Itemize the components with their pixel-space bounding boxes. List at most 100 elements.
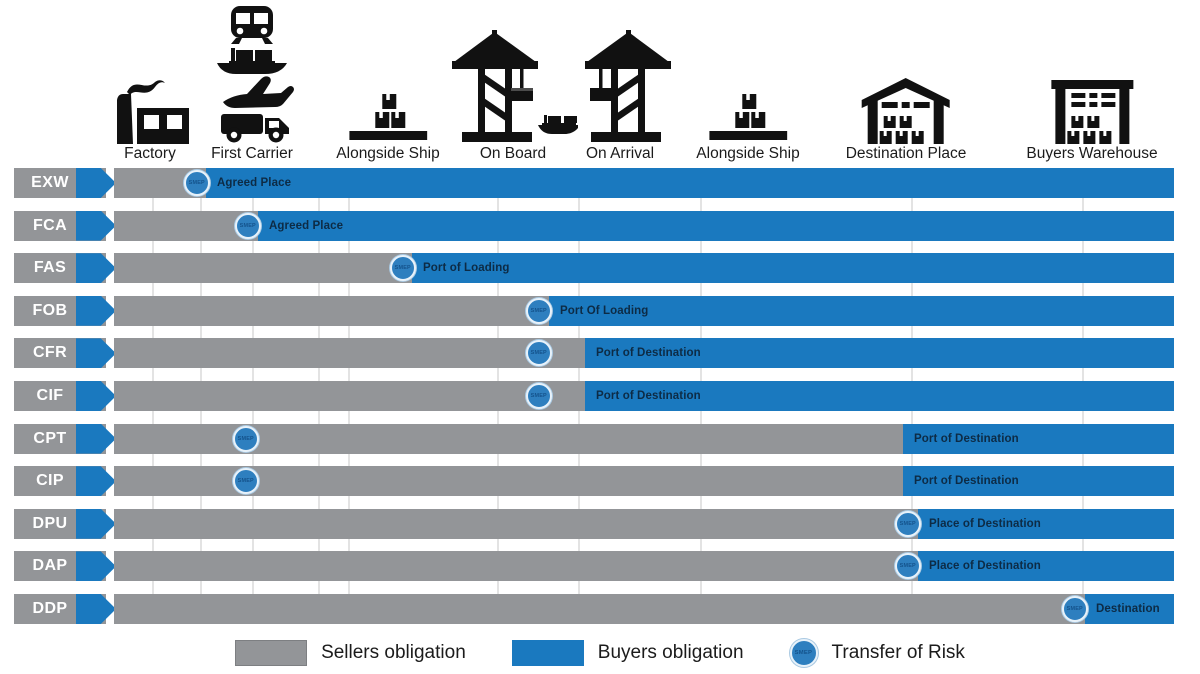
incoterm-tag-fca[interactable]: FCA [14,210,116,241]
risk-marker-text: SMEP [1066,605,1084,613]
incoterm-code-label: DPU [32,514,68,532]
column-header-first-carrier: First Carrier [203,4,301,163]
incoterm-tag-cif[interactable]: CIF [14,381,116,411]
sellers-obligation-bar [114,295,549,326]
buyers-obligation-bar [585,381,1174,411]
location-note: Port of Destination [914,475,1019,488]
location-note: Port of Destination [596,347,701,360]
incoterm-tag-cfr[interactable]: CFR [14,338,116,369]
risk-marker-text: SMEP [899,520,917,527]
first-carrier-icon [203,4,301,144]
incoterm-code-label: CIF [36,387,64,404]
risk-marker-text: SMEP [530,307,548,314]
buyers-obligation-bar [412,253,1174,284]
incoterm-row-fca: FCA Agreed Place SMEP [0,210,1200,241]
transfer-of-risk-marker[interactable]: SMEP [526,297,552,324]
incoterm-code-label: DDP [32,600,68,617]
location-note: Port Of Loading [560,304,649,317]
location-note: Agreed Place [217,177,292,189]
incoterm-row-fas: FAS Port of Loading SMEP [0,253,1200,284]
incoterm-code-label: CIP [36,472,64,490]
transfer-of-risk-marker[interactable]: SMEP [184,170,210,196]
column-header-buyers-warehouse: Buyers Warehouse [1026,4,1158,163]
buyers-warehouse-icon [1051,80,1133,144]
location-note: Place of Destination [929,560,1041,573]
legend-label: Buyers obligation [597,642,744,663]
sellers-obligation-bar [114,508,918,539]
first-carrier-icon [217,6,294,143]
risk-marker-text: SMEP [239,222,257,229]
column-label: Buyers Warehouse [1026,145,1158,162]
on-arrival-crane-icon [585,30,671,142]
sellers-obligation-bar [114,210,258,241]
incoterm-tag-ddp[interactable]: DDP [14,594,116,624]
legend: Sellers obligation Buyers obligation SMEP T… [0,632,1200,674]
sellers-obligation-swatch [235,640,308,666]
destination-place-icon [846,4,967,144]
risk-marker-text: SMEP [530,350,548,357]
sellers-obligation-bar [114,253,412,284]
incoterm-tag-dpu[interactable]: DPU [14,508,116,539]
incoterm-row-cif: CIF Port of Destination SMEP [0,381,1200,411]
transfer-of-risk-marker[interactable]: SMEP [390,255,416,282]
location-note: Place of Destination [929,517,1041,530]
incoterm-row-dpu: DPU Place of Destination SMEP [0,508,1200,539]
sellers-obligation-bar [114,381,585,411]
transfer-of-risk-icon: SMEP [789,639,818,667]
alongside-ship-icon [336,4,439,144]
incoterm-tag-cpt[interactable]: CPT [14,423,116,454]
buyers-obligation-bar [903,466,1174,497]
column-header-alongside-ship: Alongside Ship [336,4,440,163]
legend-item-sellers-obligation: Sellers obligation [235,640,466,666]
transfer-of-risk-marker[interactable]: SMEP [895,553,921,580]
column-label: Factory [124,145,176,162]
incoterm-row-cfr: CFR Port of Destination SMEP [0,338,1200,369]
alongside-ship-icon [696,4,799,144]
column-label: Alongside Ship [696,145,800,162]
legend-item-buyers-obligation: Buyers obligation [511,640,744,666]
on-board-crane-icon [448,4,578,144]
location-note: Port of Destination [596,390,701,402]
incoterm-tag-cip[interactable]: CIP [14,466,116,497]
incoterm-code-label: EXW [31,174,69,191]
risk-marker-text: SMEP [188,179,206,187]
incoterm-row-cip: CIP Port of Destination SMEP [0,466,1200,497]
incoterm-tag-dap[interactable]: DAP [14,551,116,582]
transfer-of-risk-marker[interactable]: SMEP [526,340,552,367]
sellers-obligation-bar [114,594,1085,624]
buyers-obligation-swatch [511,640,584,666]
risk-marker-text: SMEP [899,563,917,570]
location-note: Destination [1096,603,1160,615]
factory-icon [117,80,189,144]
column-header-alongside-ship: Alongside Ship [696,4,800,163]
legend-label: Sellers obligation [321,642,466,663]
incoterm-row-cpt: CPT Port of Destination SMEP [0,423,1200,454]
incoterm-tag-fob[interactable]: FOB [14,295,116,326]
column-label: First Carrier [211,145,293,162]
column-header-on-board: On Board [448,4,578,163]
incoterm-row-fob: FOB Port Of Loading SMEP [0,295,1200,326]
risk-marker-text: SMEP [237,478,255,485]
factory-icon [111,4,189,144]
transfer-of-risk-marker[interactable]: SMEP [526,383,552,409]
transfer-of-risk-marker[interactable]: SMEP [895,510,921,537]
transfer-of-risk-marker[interactable]: SMEP [235,212,261,239]
transfer-of-risk-marker[interactable]: SMEP [1062,596,1088,622]
buyers-obligation-bar [585,338,1174,369]
sellers-obligation-bar [114,338,585,369]
risk-marker-text: SMEP [237,435,255,442]
buyers-obligation-bar [258,210,1174,241]
location-note: Port of Loading [423,262,510,275]
incoterm-code-label: FCA [32,216,68,234]
column-label: Destination Place [845,145,967,162]
transfer-of-risk-marker[interactable]: SMEP [233,468,259,495]
incoterm-tag-exw[interactable]: EXW [14,168,116,198]
risk-marker-text: SMEP [394,265,412,272]
legend-item-transfer-of-risk: SMEP Transfer of Risk [789,639,965,667]
incoterm-code-label: DAP [32,557,68,575]
transfer-of-risk-marker[interactable]: SMEP [233,425,259,452]
incoterm-tag-fas[interactable]: FAS [14,253,116,284]
on-board-crane-icon [452,30,578,142]
sellers-obligation-bar [114,551,918,582]
